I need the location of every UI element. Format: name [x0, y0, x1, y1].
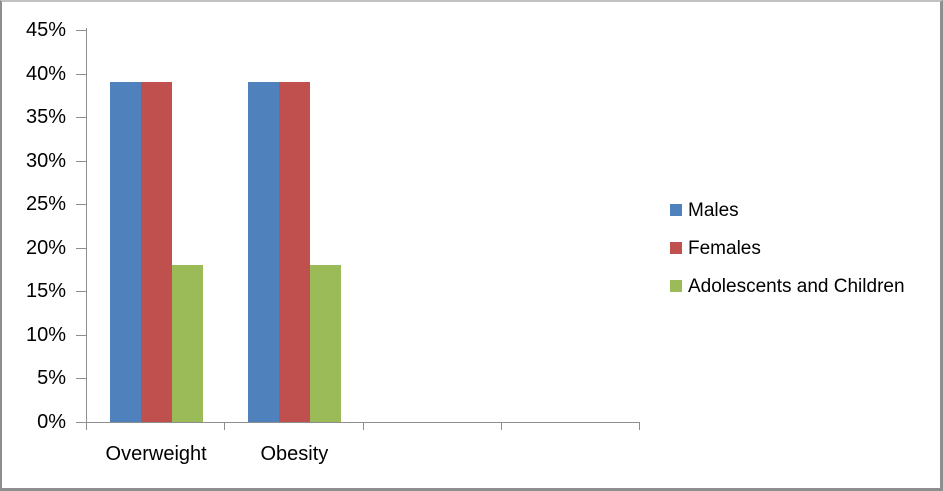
x-axis-tick — [500, 423, 502, 430]
y-axis-tick — [76, 30, 86, 31]
legend-label-males: Males — [688, 199, 739, 221]
y-axis-tick-label: 40% — [25, 62, 66, 85]
x-axis-tick — [224, 423, 226, 430]
legend-swatch-adolescents-and-children — [670, 280, 682, 292]
legend-item-adolescents-and-children: Adolescents and Children — [670, 267, 905, 305]
y-axis-tick — [76, 160, 86, 162]
category-label-overweight: Overweight — [105, 443, 207, 465]
y-axis-tick-label: 20% — [25, 236, 66, 259]
legend-swatch-males — [670, 204, 682, 216]
y-axis-tick-label: 5% — [37, 367, 66, 390]
y-axis-tick-label: 35% — [25, 106, 66, 129]
bar-males-overweight — [109, 82, 141, 422]
x-axis-tick — [639, 423, 640, 430]
y-axis-tick — [76, 247, 86, 249]
legend-item-females: Females — [670, 229, 905, 267]
y-axis-tick-label: 25% — [25, 193, 66, 216]
y-axis-tick — [76, 422, 86, 423]
legend-label-adolescents-and-children: Adolescents and Children — [688, 275, 905, 297]
y-axis-tick-label: 45% — [25, 19, 66, 41]
y-axis-tick — [76, 378, 86, 380]
bar-males-obesity — [247, 82, 279, 422]
y-axis-tick-label: 10% — [25, 323, 66, 346]
y-axis-tick — [76, 73, 86, 75]
y-axis-tick-label: 30% — [25, 149, 66, 172]
category-label-obesity: Obesity — [260, 443, 329, 465]
bar-females-overweight — [140, 82, 172, 422]
y-axis-tick — [76, 334, 86, 336]
y-axis-tick — [76, 117, 86, 119]
y-axis-tick — [76, 204, 86, 206]
bar-females-obesity — [278, 82, 310, 422]
y-axis-tick — [76, 291, 86, 293]
legend: Males Females Adolescents and Children — [670, 191, 905, 305]
bar-adolescents-and-children-overweight — [171, 265, 203, 422]
x-axis-tick — [362, 423, 364, 430]
y-axis-line — [86, 28, 87, 429]
x-axis-tick — [86, 423, 87, 430]
y-axis-tick-label: 0% — [37, 411, 66, 433]
bar-adolescents-and-children-obesity — [309, 265, 341, 422]
legend-item-males: Males — [670, 191, 905, 229]
x-axis-line — [86, 422, 640, 423]
y-axis-tick-label: 15% — [25, 280, 66, 303]
legend-swatch-females — [670, 242, 682, 254]
legend-label-females: Females — [688, 237, 761, 259]
